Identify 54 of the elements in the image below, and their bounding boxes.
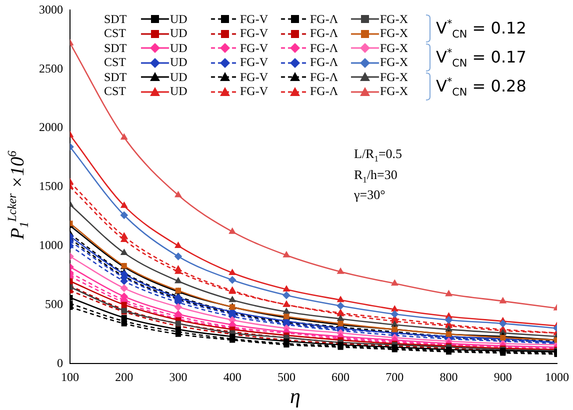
annotation: CST bbox=[104, 26, 128, 42]
x-tick-label: 800 bbox=[440, 370, 458, 384]
x-tick-label: 700 bbox=[386, 370, 404, 384]
y-tick-label: 3000 bbox=[39, 2, 63, 16]
annotation: V$^{*}$$_{CN}$ = 0.17 bbox=[436, 47, 526, 70]
annotation: V$^{*}$$_{CN}$ = 0.12 bbox=[436, 18, 526, 41]
legend-label: FG-X bbox=[380, 26, 408, 42]
annotation: γ=30° bbox=[354, 187, 386, 204]
x-tick-label: 500 bbox=[277, 370, 296, 384]
x-tick-label: 400 bbox=[223, 370, 242, 384]
legend-label: FG-Λ bbox=[310, 26, 338, 42]
annotation: SDT bbox=[104, 12, 128, 27]
x-axis-title: η bbox=[290, 384, 300, 409]
legend-label: UD bbox=[170, 26, 188, 42]
x-tick-label: 200 bbox=[115, 370, 134, 384]
legend-label: FG-Λ bbox=[310, 70, 338, 85]
annotation: L/R$_{1}$=0.5 bbox=[354, 146, 402, 166]
legend-label: FG-V bbox=[240, 70, 268, 85]
legend-label: FG-Λ bbox=[310, 55, 338, 70]
legend-label: FG-V bbox=[240, 12, 268, 27]
legend-label: FG-Λ bbox=[310, 84, 338, 100]
legend-label: UD bbox=[170, 84, 188, 100]
legend-label: FG-X bbox=[380, 84, 408, 100]
legend-label: FG-X bbox=[380, 70, 408, 85]
x-tick-label: 300 bbox=[169, 370, 188, 384]
legend-label: FG-X bbox=[380, 12, 408, 27]
y-tick-label: 2500 bbox=[39, 61, 63, 76]
annotation: SDT bbox=[104, 40, 128, 56]
y-tick-label: 500 bbox=[45, 296, 63, 311]
legend-label: FG-V bbox=[240, 26, 268, 42]
legend-label: UD bbox=[170, 55, 188, 70]
x-tick-label: 600 bbox=[332, 370, 350, 384]
legend-label: UD bbox=[170, 70, 188, 85]
legend-label: FG-V bbox=[240, 40, 268, 56]
y-tick-label: 0 bbox=[57, 356, 63, 370]
annotation: V$^{*}$$_{CN}$ = 0.28 bbox=[436, 76, 526, 99]
y-tick-label: 1500 bbox=[39, 179, 63, 194]
annotation: R$_{1}$/h=30 bbox=[354, 166, 398, 186]
x-tick-label: 1000 bbox=[545, 370, 569, 384]
legend-label: FG-X bbox=[380, 40, 408, 56]
legend-label: FG-Λ bbox=[310, 40, 338, 56]
annotation: CST bbox=[104, 84, 128, 100]
legend-label: FG-V bbox=[240, 55, 268, 70]
annotation: SDT bbox=[104, 70, 128, 85]
annotation: CST bbox=[104, 55, 128, 70]
x-tick-label: 900 bbox=[494, 370, 512, 384]
y-tick-label: 1000 bbox=[39, 238, 63, 252]
legend-label: FG-X bbox=[380, 55, 408, 70]
legend-label: FG-V bbox=[240, 84, 268, 100]
y-tick-label: 2000 bbox=[39, 120, 63, 134]
legend-label: UD bbox=[170, 40, 188, 56]
x-tick-label: 100 bbox=[61, 370, 79, 384]
legend-label: FG-Λ bbox=[310, 12, 338, 27]
legend-label: UD bbox=[170, 12, 188, 27]
